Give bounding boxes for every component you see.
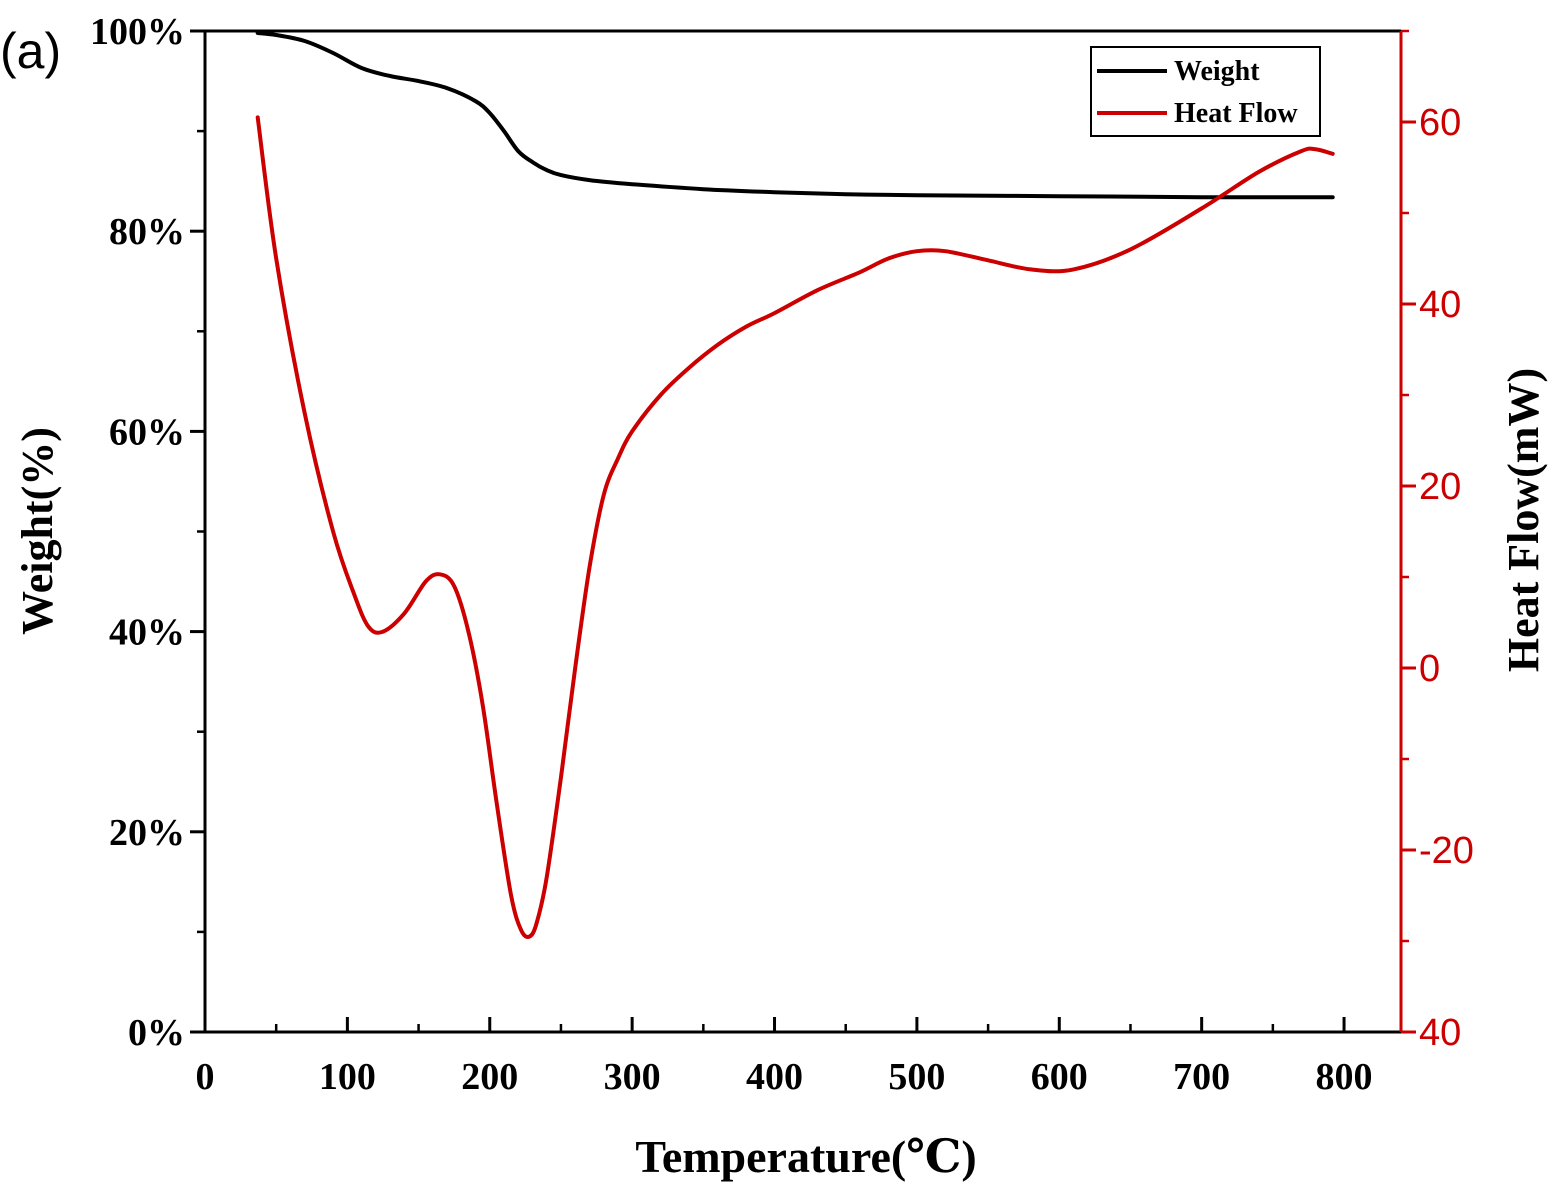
- legend-label-heat-flow: Heat Flow: [1174, 98, 1298, 129]
- series-line-heat-flow: [255, 115, 1335, 939]
- right-tick-label: 20: [1419, 466, 1461, 508]
- right-axis-ticks: 40 -20 0 20 40 60: [1401, 29, 1474, 1054]
- x-tick-label: 200: [461, 1056, 518, 1098]
- x-tick-label: 400: [746, 1056, 803, 1098]
- left-tick-label: 60%: [109, 411, 185, 453]
- left-axis-label: Weight(%): [13, 427, 62, 635]
- x-axis-ticks: 0 100 200 300 400 500 600 700 800: [196, 1017, 1373, 1098]
- right-axis-label: Heat Flow(mW): [1499, 368, 1548, 672]
- right-tick-label: 40: [1419, 1012, 1461, 1054]
- x-tick-label: 0: [196, 1056, 215, 1098]
- right-tick-label: 0: [1419, 648, 1440, 690]
- left-tick-label: 40%: [109, 612, 185, 654]
- x-tick-label: 600: [1031, 1056, 1088, 1098]
- plot-frame: [203, 29, 1403, 1034]
- left-tick-label: 0%: [128, 1012, 185, 1054]
- x-tick-label: 500: [888, 1056, 945, 1098]
- left-tick-label: 100%: [90, 11, 185, 53]
- x-tick-label: 300: [604, 1056, 661, 1098]
- right-tick-label: 40: [1419, 284, 1461, 326]
- left-tick-label: 20%: [109, 812, 185, 854]
- x-tick-label: 100: [319, 1056, 376, 1098]
- series-line-weight: [255, 31, 1335, 200]
- legend-box: [1090, 46, 1321, 137]
- series-layer: [255, 31, 1335, 939]
- legend-label-weight: Weight: [1174, 56, 1260, 87]
- legend: Weight Heat Flow: [1090, 46, 1321, 137]
- x-tick-label: 700: [1173, 1056, 1230, 1098]
- left-tick-label: 80%: [109, 211, 185, 253]
- right-tick-label: -20: [1419, 830, 1474, 872]
- right-tick-label: 60: [1419, 102, 1461, 144]
- left-axis-ticks: 0% 20% 40% 60% 80% 100%: [90, 11, 205, 1054]
- x-tick-label: 800: [1316, 1056, 1373, 1098]
- panel-label: (a): [0, 23, 61, 79]
- x-axis-label: Temperature(℃): [635, 1131, 976, 1182]
